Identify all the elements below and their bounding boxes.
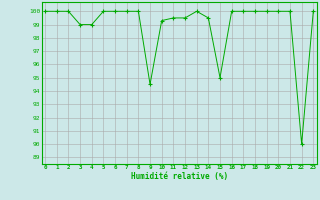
X-axis label: Humidité relative (%): Humidité relative (%) xyxy=(131,172,228,181)
